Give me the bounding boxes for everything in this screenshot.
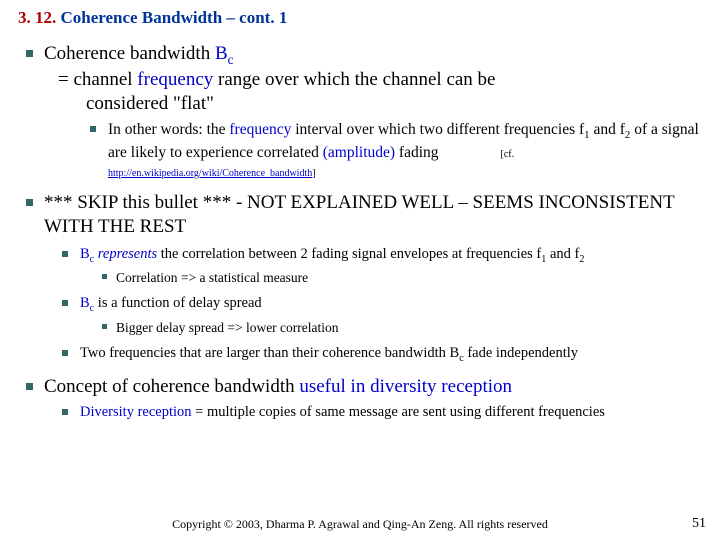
coherence-sub-explain: In other words: the frequency interval o… (82, 120, 702, 181)
skip-sublist: Bc represents the correlation between 2 … (54, 245, 702, 365)
delay-note: Bigger delay spread => lower correlation (96, 319, 702, 337)
coherence-line3: considered "flat" (44, 92, 702, 116)
bullet-list: Coherence bandwidth Bc = channel frequen… (18, 42, 702, 422)
skip-sub-delay: Bc is a function of delay spread Bigger … (54, 294, 702, 336)
coherence-line2: = channel frequency range over which the… (44, 68, 702, 92)
slide: 3. 12. Coherence Bandwidth – cont. 1 Coh… (0, 0, 720, 540)
delay-sublist: Bigger delay spread => lower correlation (96, 319, 702, 337)
title-text: Coherence Bandwidth – cont. 1 (56, 8, 287, 27)
wiki-link[interactable]: http://en.wikipedia.org/wiki/Coherence_b… (108, 168, 312, 179)
skip-sub-independent: Two frequencies that are larger than the… (54, 344, 702, 365)
corr-note: Correlation => a statistical measure (96, 269, 702, 287)
corr-sublist: Correlation => a statistical measure (96, 269, 702, 287)
concept-sublist: Diversity reception = multiple copies of… (54, 403, 702, 422)
coherence-sublist: In other words: the frequency interval o… (82, 120, 702, 181)
bullet-skip: *** SKIP this bullet *** - NOT EXPLAINED… (18, 191, 702, 365)
copyright-footer: Copyright © 2003, Dharma P. Agrawal and … (0, 517, 720, 532)
bullet-concept: Concept of coherence bandwidth useful in… (18, 375, 702, 422)
skip-heading: *** SKIP this bullet *** - NOT EXPLAINED… (44, 191, 702, 239)
skip-sub-correlation: Bc represents the correlation between 2 … (54, 245, 702, 287)
concept-line: Concept of coherence bandwidth useful in… (44, 375, 702, 399)
coherence-line1: Coherence bandwidth Bc (44, 42, 702, 68)
concept-diversity: Diversity reception = multiple copies of… (54, 403, 702, 422)
slide-title: 3. 12. Coherence Bandwidth – cont. 1 (18, 8, 702, 28)
page-number: 51 (692, 516, 706, 532)
bullet-coherence-def: Coherence bandwidth Bc = channel frequen… (18, 42, 702, 181)
title-number: 3. 12. (18, 8, 56, 27)
